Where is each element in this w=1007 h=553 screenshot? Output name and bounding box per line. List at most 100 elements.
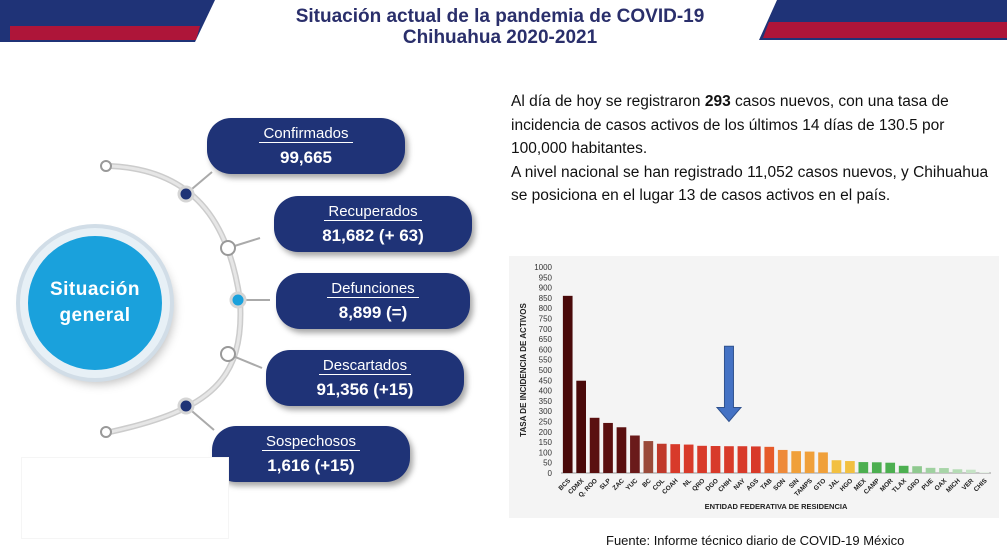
bar: [979, 472, 990, 473]
bar: [804, 451, 815, 473]
x-tick-label: PUE: [921, 477, 936, 492]
node-dot: [100, 160, 112, 172]
x-tick-label: CHIH: [717, 477, 733, 493]
bar: [831, 460, 842, 473]
summary-paragraph-1: Al día de hoy se registraron 293 casos n…: [511, 90, 1001, 161]
title-line-1: Situación actual de la pandemia de COVID…: [295, 6, 705, 27]
x-tick-label: AGS: [745, 477, 760, 492]
y-tick-label: 800: [539, 304, 553, 313]
x-tick-label: GTO: [813, 477, 828, 492]
stat-value: 99,665: [280, 148, 332, 167]
stat-label: Descartados: [318, 357, 412, 375]
situacion-general-circle: Situación general: [20, 228, 170, 378]
bar: [589, 417, 600, 473]
top-right-decoration: [759, 0, 1007, 40]
y-tick-label: 700: [539, 325, 553, 334]
bar: [777, 449, 788, 473]
x-tick-label: CAMP: [863, 477, 882, 496]
bar: [656, 443, 667, 473]
stat-label: Confirmados: [259, 125, 353, 143]
x-tick-label: MICH: [945, 477, 962, 494]
stat-label: Recuperados: [324, 203, 422, 221]
node-dot: [177, 185, 195, 203]
stat-value: 81,682 (+ 63): [322, 226, 424, 245]
y-tick-label: 850: [539, 294, 553, 303]
connector-diagram: [100, 160, 270, 438]
stat-recuperados: Recuperados 81,682 (+ 63): [274, 196, 472, 252]
bar: [952, 469, 963, 473]
x-axis-label: ENTIDAD FEDERATIVA DE RESIDENCIA: [705, 502, 848, 511]
x-tick-label: TAB: [760, 477, 774, 491]
node-dot: [100, 426, 112, 438]
y-tick-label: 0: [548, 469, 553, 478]
stat-defunciones: Defunciones 8,899 (=): [276, 273, 470, 329]
x-tick-label: NL: [682, 477, 693, 488]
bar: [697, 445, 707, 473]
stat-value: 8,899 (=): [338, 303, 408, 322]
incidence-bar-chart: 0501001502002503003504004505005506006507…: [519, 263, 991, 511]
y-tick-label: 150: [539, 438, 553, 447]
y-tick-label: 550: [539, 356, 553, 365]
page-title: Situación actual de la pandemia de COVID…: [240, 6, 760, 48]
x-tick-label: SLP: [599, 477, 613, 491]
bar: [616, 427, 627, 473]
x-tick-label: QRO: [691, 477, 706, 492]
summary-paragraph-2: A nivel nacional se han registrado 11,05…: [511, 163, 989, 205]
y-tick-label: 400: [539, 387, 553, 396]
source-note: Fuente: Informe técnico diario de COVID-…: [606, 533, 905, 548]
bar: [858, 462, 869, 473]
bar: [791, 451, 801, 473]
bar: [871, 462, 882, 473]
node-dot: [220, 346, 236, 362]
blank-box: [22, 458, 228, 538]
stat-label: Sospechosos: [261, 433, 361, 451]
stat-value: 91,356 (+15): [316, 380, 414, 399]
top-left-decoration: [0, 0, 215, 42]
bar: [764, 446, 775, 473]
x-tick-label: CHIS: [973, 477, 989, 493]
bar: [562, 295, 573, 473]
stat-descartados: Descartados 91,356 (+15): [266, 350, 464, 406]
bar: [925, 467, 936, 473]
node-dot: [220, 240, 236, 256]
summary-p1-pre: Al día de hoy se registraron: [511, 93, 705, 110]
bar: [710, 446, 721, 473]
y-tick-label: 1000: [534, 263, 552, 272]
bar: [966, 469, 976, 473]
y-tick-label: 650: [539, 335, 553, 344]
y-tick-label: 50: [543, 459, 552, 468]
stat-label: Defunciones: [327, 280, 419, 298]
bar: [683, 444, 694, 473]
x-tick-label: DGO: [705, 477, 720, 492]
center-label: Situación general: [49, 279, 140, 326]
bar: [603, 422, 613, 473]
bar: [818, 452, 828, 473]
node-dot: [229, 291, 247, 309]
bar: [670, 444, 681, 473]
x-tick-label: ZAC: [611, 477, 626, 492]
bar: [630, 435, 640, 473]
bar: [898, 465, 909, 473]
y-tick-label: 250: [539, 418, 553, 427]
summary-p1-bold: 293: [704, 93, 731, 110]
bar: [751, 446, 761, 473]
chart-panel: 0 50 100 150 200 250 300 350 400 450 500 550 600 650 7…: [509, 256, 999, 518]
bar: [724, 446, 734, 473]
y-tick-label: 300: [539, 407, 553, 416]
y-tick-label: 200: [539, 428, 553, 437]
y-tick-label: 950: [539, 273, 553, 282]
y-axis-label: TASA DE INCIDENCIA DE ACTIVOS: [519, 303, 528, 437]
y-tick-label: 600: [539, 345, 553, 354]
y-tick-label: 100: [539, 448, 553, 457]
x-tick-label: YUC: [625, 477, 640, 492]
stat-value: 1,616 (+15): [267, 456, 355, 475]
bar: [885, 462, 896, 473]
x-tick-label: SON: [772, 477, 787, 492]
summary-text: Al día de hoy se registraron 293 casos n…: [511, 90, 1001, 208]
x-tick-label: BC: [641, 477, 653, 489]
y-tick-label: 750: [539, 315, 553, 324]
y-tick-label: 900: [539, 284, 553, 293]
y-tick-label: 350: [539, 397, 553, 406]
bar: [737, 446, 748, 473]
bar: [576, 380, 586, 473]
